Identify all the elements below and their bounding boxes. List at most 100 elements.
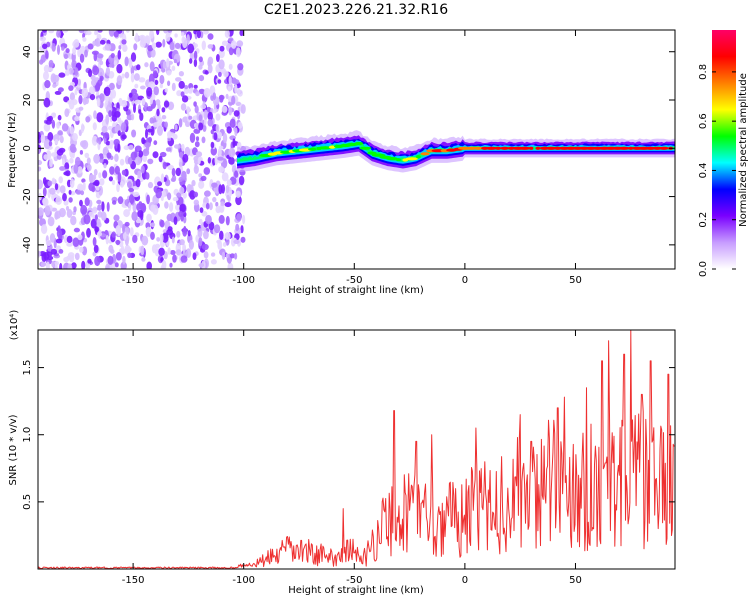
noise-blob	[119, 158, 125, 166]
noise-blob	[233, 239, 240, 244]
noise-blob	[138, 77, 146, 83]
noise-blob	[142, 154, 148, 163]
noise-blob	[128, 187, 135, 192]
spectrogram-frame	[37, 29, 676, 270]
noise-blob	[115, 225, 121, 235]
noise-blob	[45, 261, 50, 269]
noise-blob	[91, 79, 97, 87]
noise-blob	[165, 147, 172, 152]
noise-blob	[140, 165, 145, 174]
colorbar: 0.0 0.2 0.4 0.6 0.8 Normalized spectral ampl…	[698, 30, 749, 277]
noise-blob	[233, 110, 240, 117]
noise-blob	[47, 255, 54, 261]
noise-blob	[224, 202, 232, 208]
noise-blob	[117, 143, 121, 153]
noise-blob	[43, 139, 51, 150]
noise-blob	[40, 224, 48, 235]
noise-blob	[152, 122, 160, 128]
colorbar-tick-label: 0.0	[698, 261, 709, 277]
noise-blob	[138, 109, 142, 114]
noise-blob	[61, 123, 69, 132]
noise-blob	[59, 166, 66, 171]
noise-blob	[77, 78, 82, 86]
noise-blob	[111, 179, 116, 186]
noise-blob	[101, 201, 105, 212]
x-tick-label: 0	[462, 575, 468, 586]
noise-blob	[64, 108, 70, 118]
noise-blob	[96, 199, 102, 205]
noise-blob	[77, 166, 83, 174]
noise-blob	[73, 227, 80, 233]
noise-blob	[175, 203, 181, 211]
noise-blob	[160, 173, 165, 184]
noise-blob	[68, 197, 73, 203]
noise-blob	[134, 99, 142, 105]
noise-blob	[84, 152, 90, 159]
noise-blob	[195, 91, 200, 97]
noise-blob	[41, 30, 47, 33]
noise-blob	[140, 245, 145, 256]
noise-blob	[82, 96, 87, 106]
noise-blob	[49, 187, 56, 195]
noise-blob	[115, 239, 121, 246]
noise-blob	[132, 234, 138, 244]
noise-blob	[193, 199, 199, 206]
noise-blob	[54, 261, 59, 266]
noise-blob	[177, 196, 184, 206]
noise-blob	[131, 88, 138, 95]
noise-blob	[178, 161, 183, 167]
noise-blob	[210, 259, 217, 265]
colorbar-label: Normalized spectral amplitude	[738, 73, 749, 227]
noise-blob	[163, 30, 168, 34]
noise-blob	[96, 112, 104, 123]
noise-blob	[155, 188, 162, 199]
noise-blob	[215, 124, 220, 133]
noise-blob	[57, 87, 64, 93]
noise-blob	[204, 190, 211, 197]
noise-blob	[198, 237, 203, 247]
noise-blob	[42, 43, 48, 50]
noise-blob	[166, 213, 173, 222]
noise-blob	[43, 71, 49, 81]
noise-blob	[116, 63, 123, 74]
noise-blob	[223, 70, 229, 78]
noise-blob	[228, 63, 233, 70]
noise-blob	[174, 144, 180, 149]
noise-blob	[217, 156, 224, 161]
ridge-core-blob	[545, 146, 557, 150]
noise-blob	[73, 206, 77, 213]
noise-blob	[182, 243, 187, 253]
noise-blob	[62, 193, 67, 202]
noise-blob	[175, 249, 182, 256]
noise-blob	[158, 155, 163, 163]
noise-blob	[193, 58, 198, 68]
noise-blob	[145, 128, 148, 139]
noise-blob	[150, 48, 156, 58]
noise-blob	[124, 221, 130, 227]
ridge-core-blob	[529, 146, 534, 150]
noise-blob	[225, 185, 230, 194]
noise-blob	[140, 85, 146, 90]
noise-blob	[87, 258, 92, 264]
noise-blob	[166, 58, 170, 68]
noise-blob	[205, 202, 210, 210]
noise-blob	[187, 230, 191, 237]
noise-blob	[193, 191, 199, 198]
ridge-core-blob	[420, 152, 430, 156]
noise-blob	[71, 262, 77, 269]
noise-blob	[73, 163, 79, 174]
noise-blob	[96, 97, 101, 108]
noise-blob	[128, 59, 133, 69]
noise-blob	[113, 31, 119, 38]
noise-blob	[171, 236, 175, 244]
x-tick-label: -150	[122, 275, 145, 286]
chart-title: C2E1.2023.226.21.32.R16	[264, 2, 448, 18]
noise-blob	[48, 59, 54, 68]
noise-blob	[199, 207, 204, 214]
noise-blob	[54, 139, 59, 145]
noise-blob	[84, 197, 90, 207]
y-tick-label: -20	[22, 188, 33, 204]
noise-blob	[176, 230, 181, 238]
noise-blob	[80, 45, 86, 55]
noise-blob	[183, 225, 187, 234]
